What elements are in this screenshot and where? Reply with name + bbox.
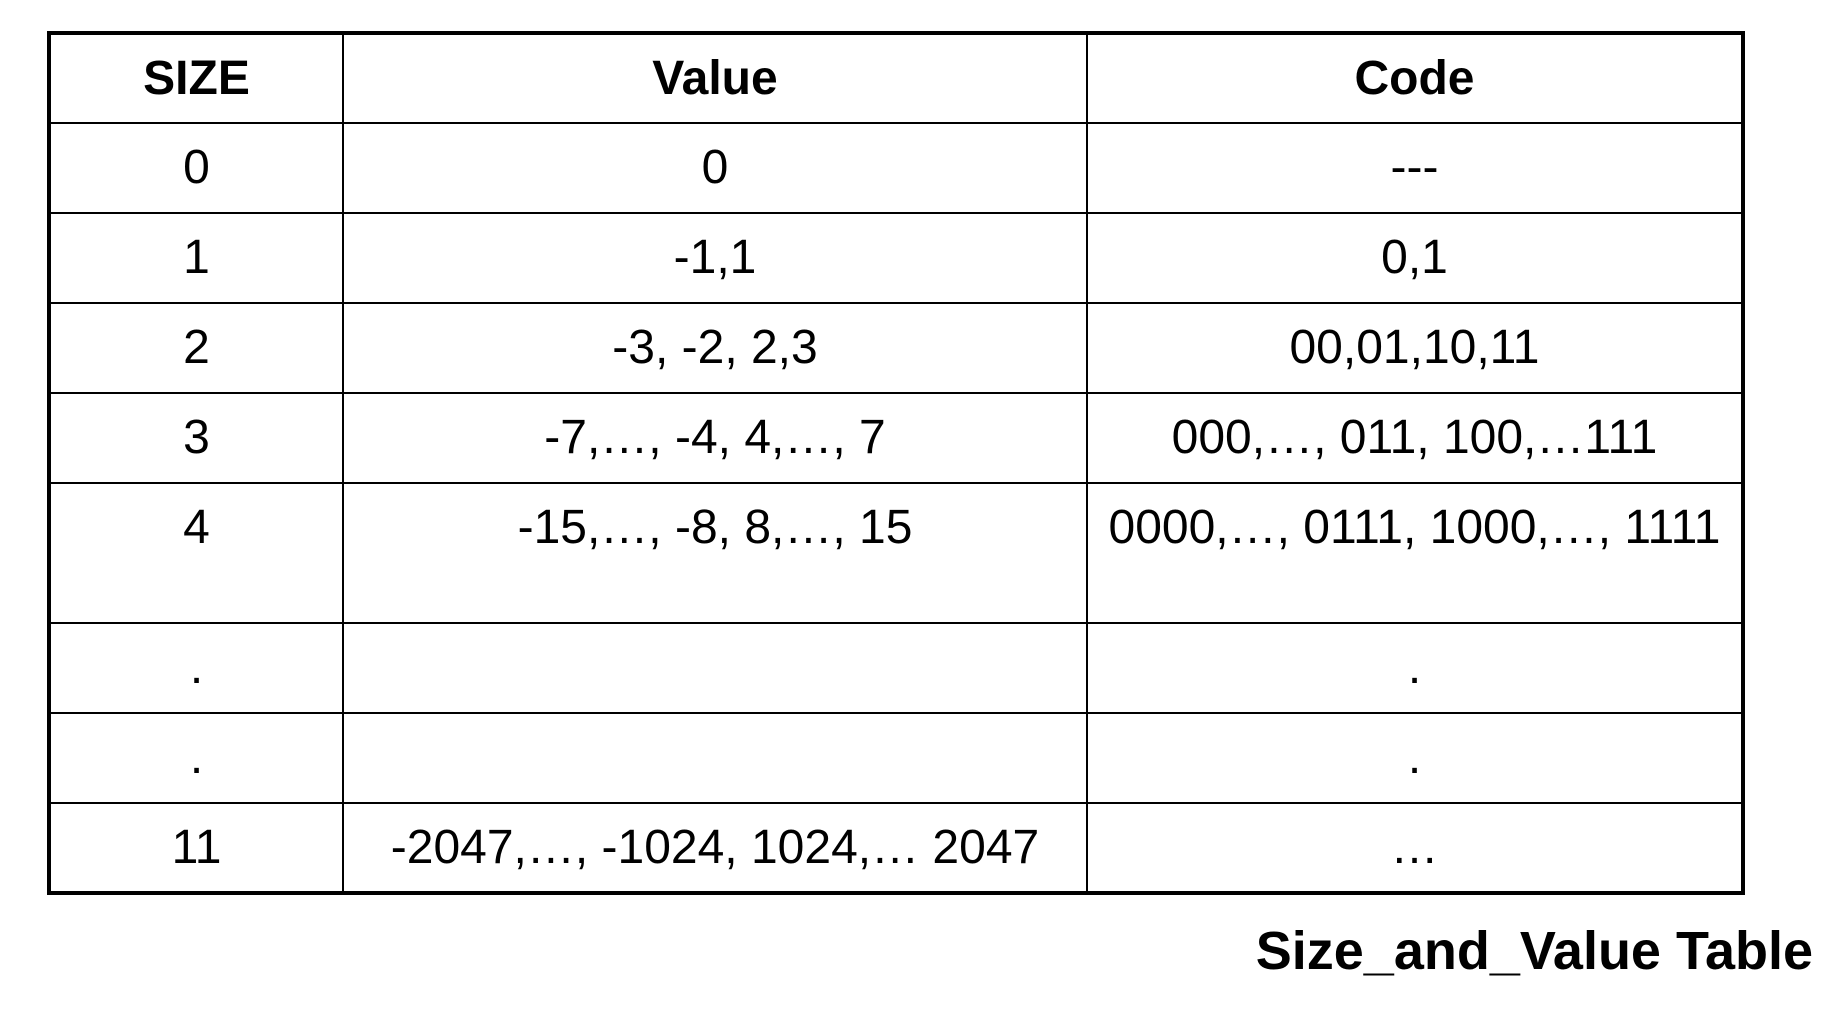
table-cell: -7,…, -4, 4,…, 7 — [342, 392, 1088, 484]
table-row: 1 -1,1 0,1 — [48, 212, 1744, 304]
table-cell: 2 — [48, 302, 344, 394]
table-cell — [342, 712, 1088, 804]
header-row: SIZE Value Code — [48, 32, 1744, 124]
table-cell: 000,…, 011, 100,…111 — [1086, 392, 1744, 484]
table-cell: 0 — [342, 122, 1088, 214]
table-cell: 4 — [48, 482, 344, 624]
header-cell: Value — [342, 32, 1088, 124]
table-cell: -2047,…, -1024, 1024,… 2047 — [342, 802, 1088, 894]
table-cell: --- — [1086, 122, 1744, 214]
table-cell: 0000,…, 0111, 1000,…, 1111 — [1086, 482, 1744, 624]
table-cell: 3 — [48, 392, 344, 484]
table-cell: 00,01,10,11 — [1086, 302, 1744, 394]
table-cell: 0,1 — [1086, 212, 1744, 304]
table-cell: . — [1086, 622, 1744, 714]
header-cell: SIZE — [48, 32, 344, 124]
table-cell — [342, 622, 1088, 714]
size-value-table: SIZE Value Code 0 0 --- 1 -1,1 0,1 2 -3, -2, 2,3 0… — [47, 31, 1745, 895]
table-row: 4 -15,…, -8, 8,…, 15 0000,…, 0111, 1000,…,… — [48, 482, 1744, 624]
table-row: 2 -3, -2, 2,3 00,01,10,11 — [48, 302, 1744, 394]
table-cell: 0 — [48, 122, 344, 214]
header-cell: Code — [1086, 32, 1744, 124]
table-cell: 1 — [48, 212, 344, 304]
table-cell: . — [1086, 712, 1744, 804]
table-cell: -3, -2, 2,3 — [342, 302, 1088, 394]
table-row: 0 0 --- — [48, 122, 1744, 214]
table-cell: -1,1 — [342, 212, 1088, 304]
table-row: .. — [48, 712, 1744, 804]
caption: Size_and_Value Table — [1255, 921, 1813, 981]
table-cell: 11 — [48, 802, 344, 894]
table-row: 11 -2047,…, -1024, 1024,… 2047… — [48, 802, 1744, 894]
table-row: 3 -7,…, -4, 4,…, 7 000,…, 011, 100,…111 — [48, 392, 1744, 484]
table-cell: . — [48, 712, 344, 804]
table-row: .. — [48, 622, 1744, 714]
table-cell: . — [48, 622, 344, 714]
table-cell: -15,…, -8, 8,…, 15 — [342, 482, 1088, 624]
table-cell: … — [1086, 802, 1744, 894]
